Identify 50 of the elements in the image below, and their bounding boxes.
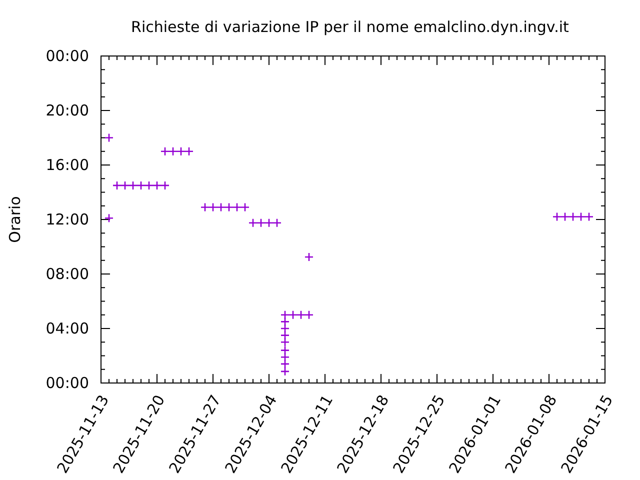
point	[584, 212, 594, 222]
point	[208, 202, 218, 212]
y-tick-label: 12:00	[46, 210, 89, 228]
point	[280, 330, 290, 340]
point	[304, 310, 314, 320]
point	[112, 180, 122, 190]
y-tick-label: 08:00	[46, 264, 89, 283]
point	[216, 202, 226, 212]
point	[176, 146, 186, 156]
point	[160, 146, 170, 156]
point	[296, 310, 306, 320]
point	[104, 133, 114, 142]
point	[264, 218, 274, 228]
point	[280, 324, 290, 334]
point	[144, 180, 154, 190]
point	[248, 218, 258, 228]
y-tick-label: 20:00	[46, 101, 89, 120]
point	[232, 202, 242, 212]
point	[128, 180, 138, 190]
point	[288, 310, 298, 320]
chart-title: Richieste di variazione IP per il nome emalclino.dyn.ingv.it	[131, 18, 570, 36]
y-tick-label: 00:00	[46, 374, 89, 392]
point	[280, 310, 290, 320]
point	[280, 352, 290, 362]
point	[256, 218, 266, 228]
point	[184, 146, 194, 156]
y-tick-label: 04:00	[46, 319, 89, 338]
point	[240, 202, 250, 212]
point	[576, 212, 586, 222]
point	[280, 366, 290, 376]
point	[200, 202, 210, 212]
point	[304, 252, 314, 262]
y-tick-label: 16:00	[46, 156, 89, 174]
point	[168, 146, 178, 156]
point	[280, 317, 290, 326]
point	[552, 212, 562, 222]
point	[568, 212, 578, 222]
point	[104, 213, 114, 223]
point	[280, 346, 290, 355]
point	[120, 180, 130, 190]
point	[280, 359, 290, 369]
y-axis-title: Orario	[6, 196, 24, 243]
point	[560, 212, 570, 222]
point	[136, 180, 146, 190]
point	[224, 202, 234, 212]
point	[160, 180, 170, 190]
point	[280, 337, 290, 347]
point	[152, 180, 162, 190]
point	[272, 218, 282, 228]
y-tick-label: 00:00	[46, 46, 89, 65]
